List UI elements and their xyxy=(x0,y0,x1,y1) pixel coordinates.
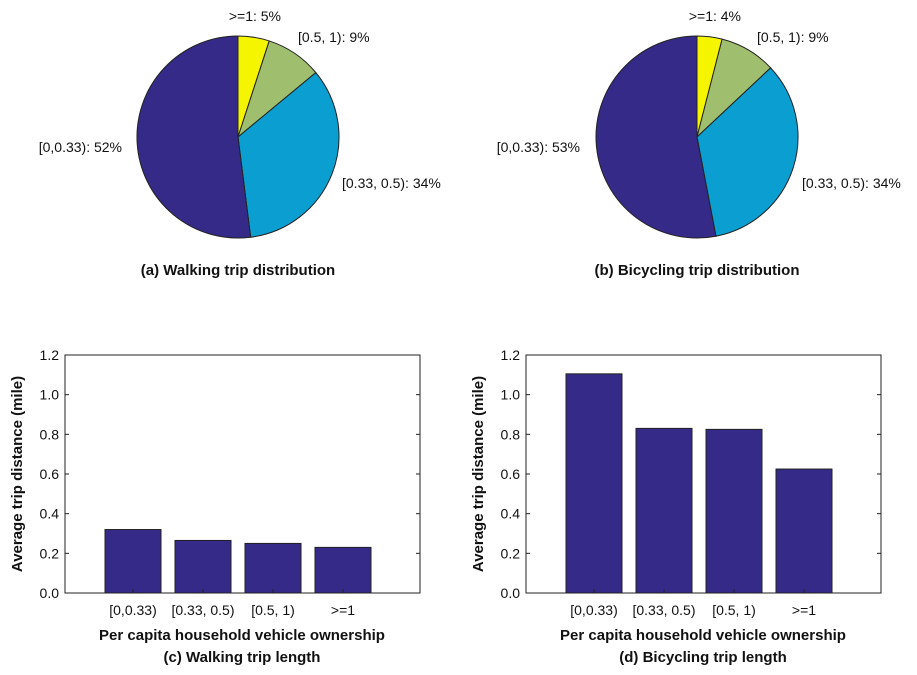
y-tick-label: 1.2 xyxy=(40,347,60,363)
bar xyxy=(775,468,833,594)
bar xyxy=(635,427,693,594)
bar xyxy=(174,539,232,594)
bars xyxy=(104,529,372,594)
y-tick-label: 0.8 xyxy=(40,426,60,442)
y-tick-label: 0.2 xyxy=(501,545,521,561)
bar xyxy=(314,546,372,594)
bar-chart-bicycling: 0.0 0.2 0.4 0.6 0.8 1.0 1.2 [0,0.33) [0.33, 0.5… xyxy=(470,347,882,666)
x-tick-label: [0.33, 0.5) xyxy=(632,602,695,618)
y-axis-label: Average trip distance (mile) xyxy=(9,376,26,572)
x-tick-label: >=1 xyxy=(331,602,355,618)
slice-label: [0,0.33): 52% xyxy=(39,139,122,155)
bar-chart-walking: 0.0 0.2 0.4 0.6 0.8 1.0 1.2 [0,0.33) [0.33, 0.5… xyxy=(9,347,421,666)
y-tick-label: 0.0 xyxy=(501,585,521,601)
y-tick-label: 0.8 xyxy=(501,426,521,442)
y-tick-label: 0.4 xyxy=(40,506,60,522)
y-tick-labels: 0.0 0.2 0.4 0.6 0.8 1.0 1.2 xyxy=(40,347,420,601)
slice-label: [0.33, 0.5): 34% xyxy=(342,175,441,191)
pie-chart-bicycling: >=1: 4% [0.5, 1): 9% [0.33, 0.5): 34% [0,0.… xyxy=(497,8,901,239)
x-tick-label: [0.33, 0.5) xyxy=(171,602,234,618)
x-tick-label: >=1 xyxy=(792,602,816,618)
y-tick-label: 1.2 xyxy=(501,347,521,363)
slice-label: [0.5, 1): 9% xyxy=(298,29,370,45)
slice-label: [0.5, 1): 9% xyxy=(757,29,829,45)
x-tick-label: [0,0.33) xyxy=(570,602,617,618)
slice-label: >=1: 5% xyxy=(229,8,281,24)
x-tick-label: [0.5, 1) xyxy=(251,602,295,618)
y-axis-label: Average trip distance (mile) xyxy=(470,376,487,572)
y-tick-label: 0.4 xyxy=(501,506,521,522)
y-tick-label: 0.0 xyxy=(40,585,60,601)
pie-slice xyxy=(237,71,340,238)
x-axis-label: Per capita household vehicle ownership xyxy=(560,627,846,644)
bar xyxy=(565,373,623,594)
x-tick-labels: [0,0.33) [0.33, 0.5) [0.5, 1) >=1 xyxy=(109,589,355,618)
caption-bicycling-distribution: (b) Bicycling trip distribution xyxy=(595,262,800,279)
bar xyxy=(104,529,162,594)
y-tick-label: 1.0 xyxy=(501,387,521,403)
x-tick-labels: [0,0.33) [0.33, 0.5) [0.5, 1) >=1 xyxy=(570,589,816,618)
bars xyxy=(565,373,833,594)
y-tick-label: 1.0 xyxy=(40,387,60,403)
caption-walking-length: (c) Walking trip length xyxy=(164,649,321,666)
y-tick-label: 0.6 xyxy=(501,466,521,482)
x-axis-label: Per capita household vehicle ownership xyxy=(99,627,385,644)
slice-label: [0.33, 0.5): 34% xyxy=(802,175,901,191)
pie-slice xyxy=(595,35,717,239)
bar xyxy=(705,428,763,594)
caption-walking-distribution: (a) Walking trip distribution xyxy=(141,262,335,279)
pie-chart-walking: >=1: 5% [0.5, 1): 9% [0.33, 0.5): 34% [0,0.… xyxy=(39,8,441,239)
pie-slice xyxy=(696,67,799,237)
x-tick-label: [0,0.33) xyxy=(109,602,156,618)
x-tick-label: [0.5, 1) xyxy=(712,602,756,618)
bar xyxy=(244,542,302,594)
caption-bicycling-length: (d) Bicycling trip length xyxy=(619,649,787,666)
slice-label: [0,0.33): 53% xyxy=(497,139,580,155)
y-tick-label: 0.6 xyxy=(40,466,60,482)
y-tick-label: 0.2 xyxy=(40,545,60,561)
y-tick-labels: 0.0 0.2 0.4 0.6 0.8 1.0 1.2 xyxy=(501,347,881,601)
pie-slice xyxy=(136,35,252,239)
slice-label: >=1: 4% xyxy=(689,8,741,24)
